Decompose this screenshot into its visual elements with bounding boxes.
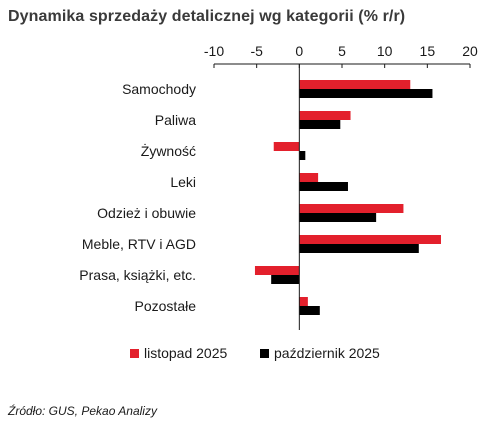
bar [299, 151, 306, 160]
x-tick-label: 15 [420, 43, 436, 59]
bar [299, 306, 320, 315]
category-label: Pozostałe [135, 298, 197, 314]
x-axis-tick-labels: -10 -5 0 5 10 15 20 [204, 43, 478, 59]
x-tick-label: 5 [338, 43, 346, 59]
bar [299, 120, 341, 129]
legend-label: październik 2025 [274, 345, 380, 361]
source-note: Źródło: GUS, Pekao Analizy [8, 404, 157, 418]
bar [299, 89, 433, 98]
x-tick-label: 10 [377, 43, 393, 59]
bar [271, 275, 300, 284]
category-label: Samochody [122, 81, 196, 97]
bar [299, 244, 419, 253]
bar [299, 111, 351, 120]
bar [299, 213, 377, 222]
category-label: Prasa, książki, etc. [79, 267, 196, 283]
bar [299, 235, 441, 244]
bar [299, 297, 308, 306]
x-tick-label: -5 [250, 43, 263, 59]
bar-chart: -10 -5 0 5 10 15 20 Samochody Paliwa Żywność Leki… [79, 43, 478, 361]
x-tick-label: -10 [204, 43, 224, 59]
bar [254, 266, 300, 275]
bar [299, 173, 319, 182]
category-label: Paliwa [155, 112, 196, 128]
legend: listopad 2025 październik 2025 [130, 345, 380, 361]
bar [299, 204, 404, 213]
chart-title: Dynamika sprzedaży detalicznej wg katego… [8, 8, 406, 25]
category-label: Leki [170, 174, 196, 190]
bar [299, 182, 348, 191]
bar [299, 80, 411, 89]
category-label: Odzież i obuwie [97, 205, 196, 221]
legend-label: listopad 2025 [144, 345, 228, 361]
category-label: Żywność [141, 142, 196, 159]
bars [254, 80, 441, 315]
legend-swatch [130, 349, 139, 358]
category-labels: Samochody Paliwa Żywność Leki Odzież i obuwi… [79, 81, 196, 314]
bar [273, 142, 300, 151]
category-label: Meble, RTV i AGD [82, 236, 196, 252]
x-tick-label: 20 [462, 43, 478, 59]
x-tick-label: 0 [295, 43, 303, 59]
legend-swatch [260, 349, 269, 358]
axes [213, 63, 471, 330]
